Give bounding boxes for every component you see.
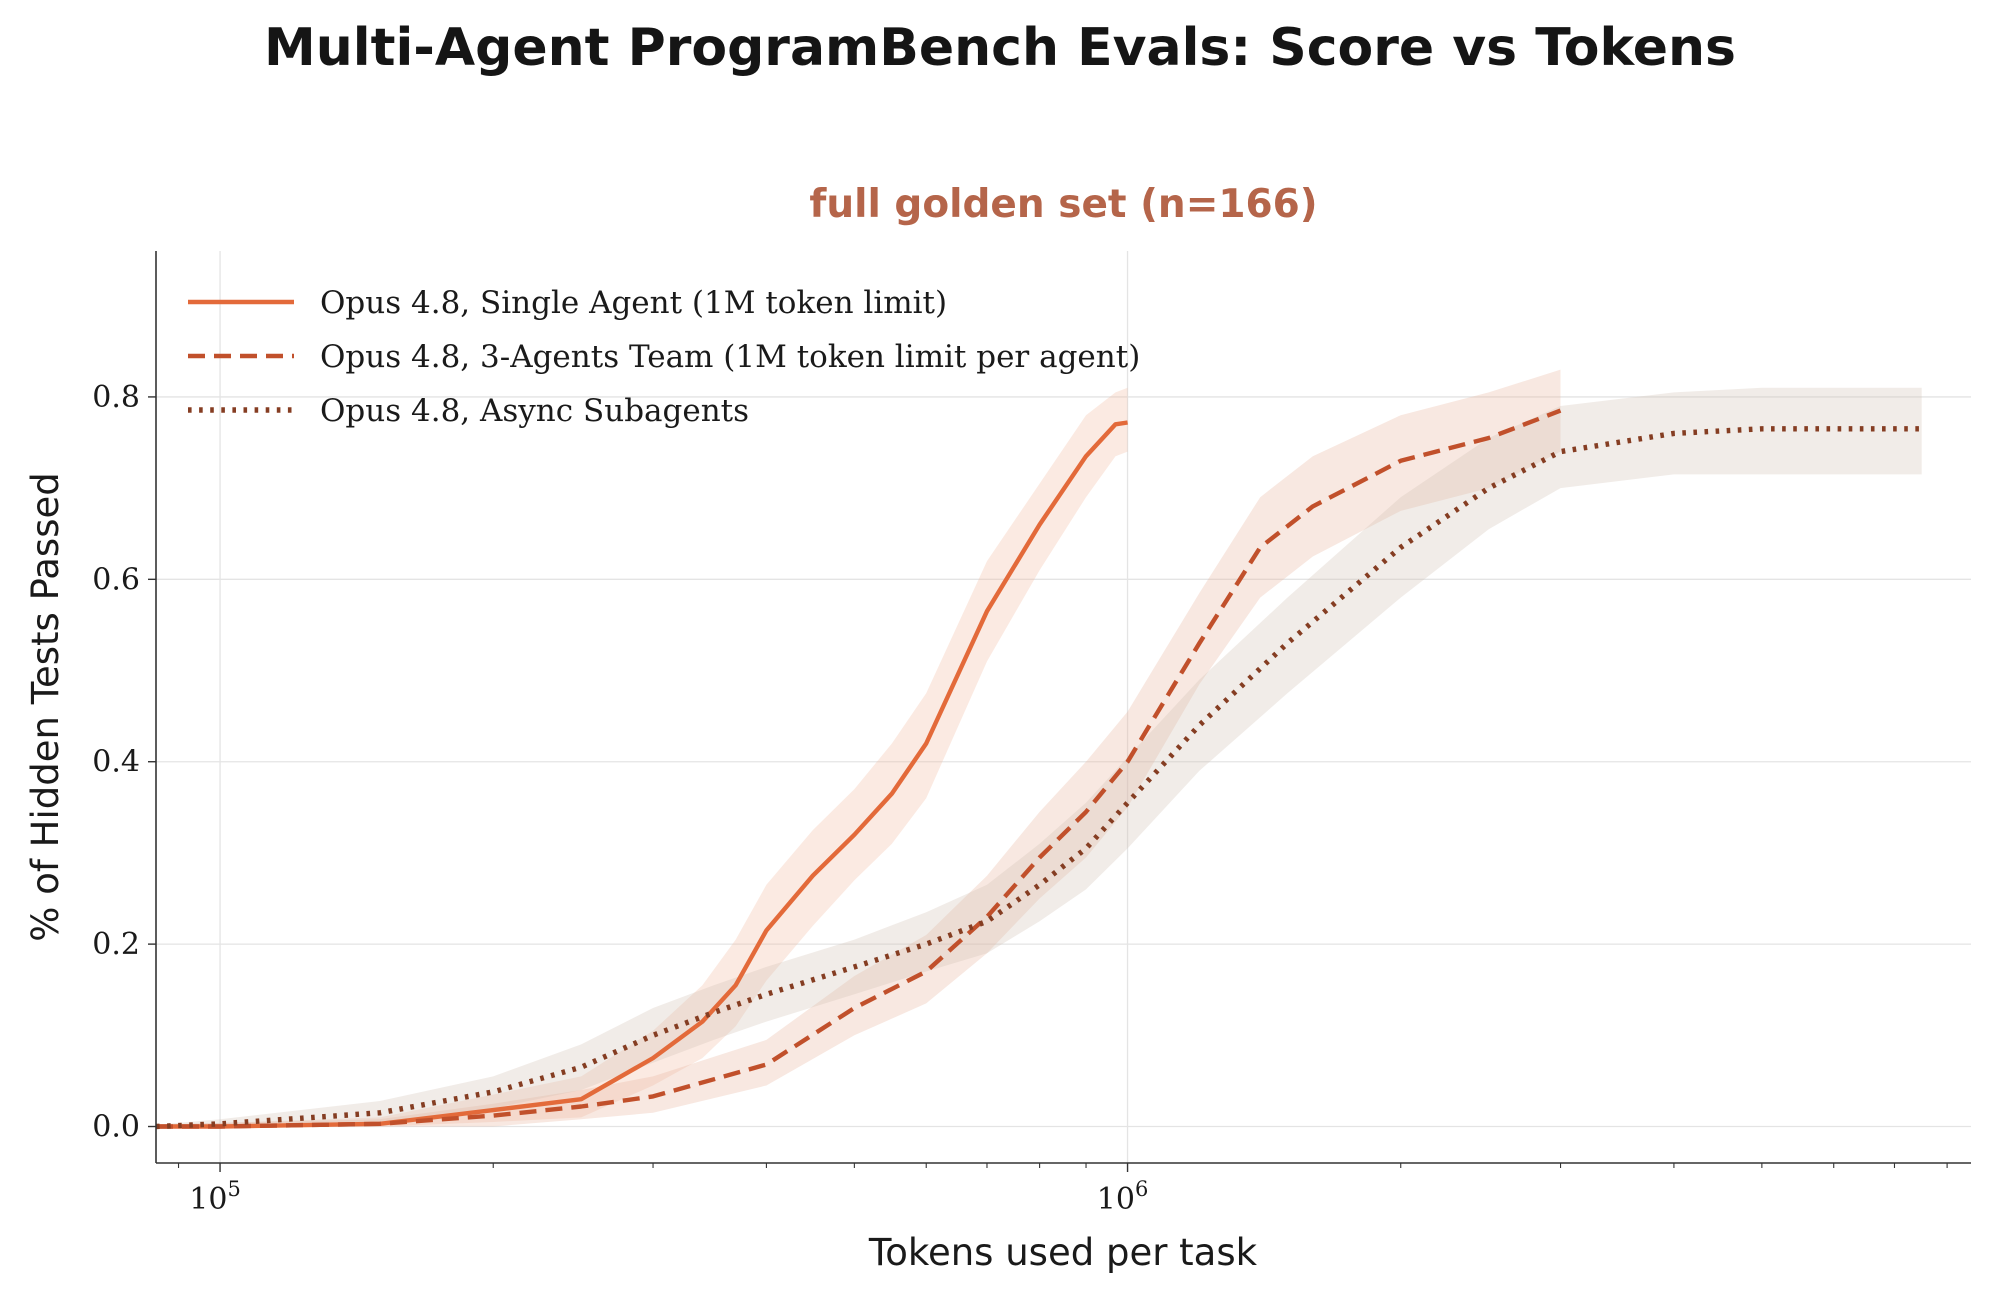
subplot-title: full golden set (n=166) — [809, 182, 1318, 227]
series-line — [156, 420, 1128, 1129]
legend-label: Opus 4.8, Async Subagents — [320, 393, 749, 429]
series-line — [155, 426, 1922, 1130]
y-tick-label: 0.2 — [92, 927, 140, 962]
x-tick-label: 106 — [1097, 1177, 1149, 1217]
figure-title: Multi-Agent ProgramBench Evals: Score vs… — [264, 18, 1736, 78]
legend-label: Opus 4.8, 3-Agents Team (1M token limit … — [320, 339, 1140, 375]
legend-label: Opus 4.8, Single Agent (1M token limit) — [320, 285, 947, 321]
confidence-band — [156, 387, 1922, 1127]
y-tick-label: 0.4 — [92, 745, 140, 780]
y-tick-label: 0.8 — [92, 380, 140, 415]
y-tick-label: 0.0 — [92, 1110, 140, 1145]
legend: Opus 4.8, Single Agent (1M token limit) O… — [188, 285, 1140, 429]
series-line — [156, 408, 1562, 1129]
y-axis-label: % of Hidden Tests Passed — [24, 472, 67, 941]
x-tick-label: 105 — [189, 1177, 241, 1217]
confidence-band — [156, 387, 1128, 1127]
y-tick-label: 0.6 — [92, 562, 140, 597]
x-axis-label: Tokens used per task — [868, 1231, 1258, 1274]
confidence-band — [156, 369, 1561, 1127]
